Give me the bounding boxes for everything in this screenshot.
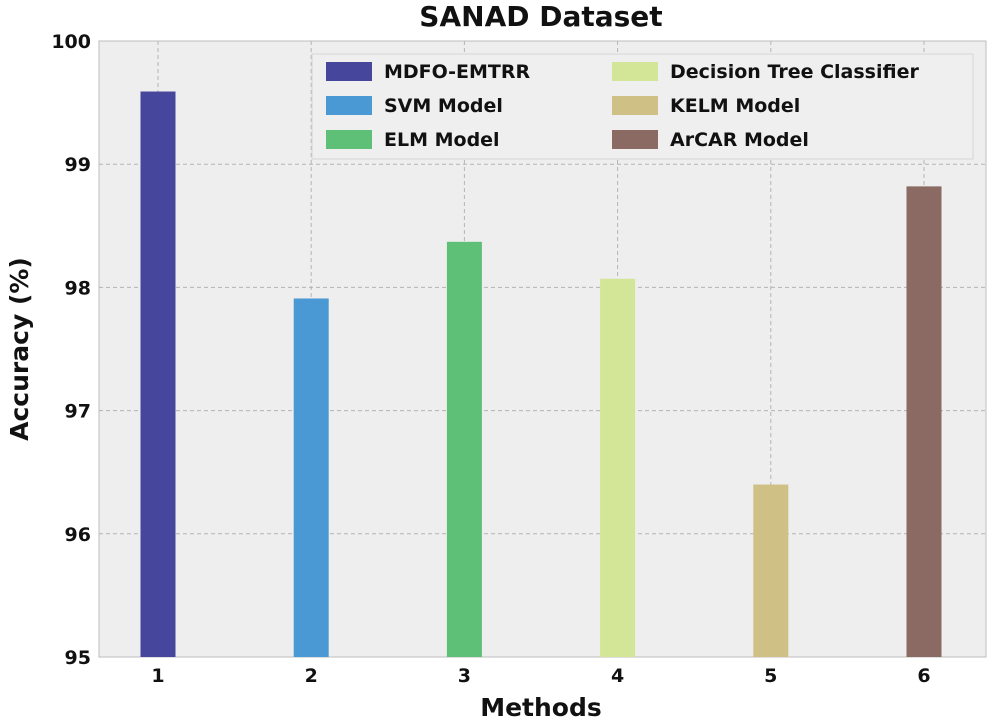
- bar: [140, 91, 176, 657]
- x-tick-label: 1: [151, 665, 164, 687]
- y-tick-label: 97: [65, 401, 91, 423]
- chart-title: SANAD Dataset: [419, 0, 662, 33]
- bar: [906, 186, 942, 657]
- legend: MDFO-EMTRR SVM Model ELM Model Decision Tre…: [311, 53, 974, 160]
- bar: [293, 298, 329, 657]
- legend-swatch: [326, 96, 372, 115]
- bar: [446, 241, 482, 658]
- bar: [600, 278, 636, 657]
- y-tick-label: 100: [51, 31, 91, 53]
- legend-swatch: [326, 130, 372, 149]
- x-axis-title: Methods: [480, 693, 602, 722]
- x-tick-label: 3: [458, 665, 471, 687]
- y-tick-label: 98: [65, 277, 91, 299]
- legend-label: ELM Model: [384, 129, 500, 151]
- x-tick-labels: 1 2 3 4 5 6: [151, 665, 930, 687]
- legend-label: Decision Tree Classifier: [670, 61, 919, 83]
- legend-label: MDFO-EMTRR: [384, 61, 531, 83]
- y-tick-label: 96: [65, 524, 91, 546]
- legend-items: MDFO-EMTRR SVM Model ELM Model Decision Tre…: [326, 61, 919, 151]
- legend-label: ArCAR Model: [670, 129, 809, 151]
- legend-swatch: [612, 96, 658, 115]
- bars: [140, 91, 942, 658]
- y-axis-title: Accuracy (%): [5, 257, 34, 441]
- legend-swatch: [612, 62, 658, 81]
- legend-swatch: [612, 130, 658, 149]
- legend-swatch: [326, 62, 372, 81]
- legend-label: KELM Model: [670, 95, 800, 117]
- x-tick-label: 5: [764, 665, 777, 687]
- y-tick-labels: 95 96 97 98 99 100: [51, 31, 91, 669]
- y-tick-label: 99: [65, 154, 91, 176]
- legend-label: SVM Model: [384, 95, 503, 117]
- y-tick-label: 95: [65, 647, 91, 669]
- bar: [753, 484, 789, 657]
- x-tick-label: 2: [305, 665, 318, 687]
- x-tick-label: 4: [611, 665, 624, 687]
- x-tick-label: 6: [917, 665, 930, 687]
